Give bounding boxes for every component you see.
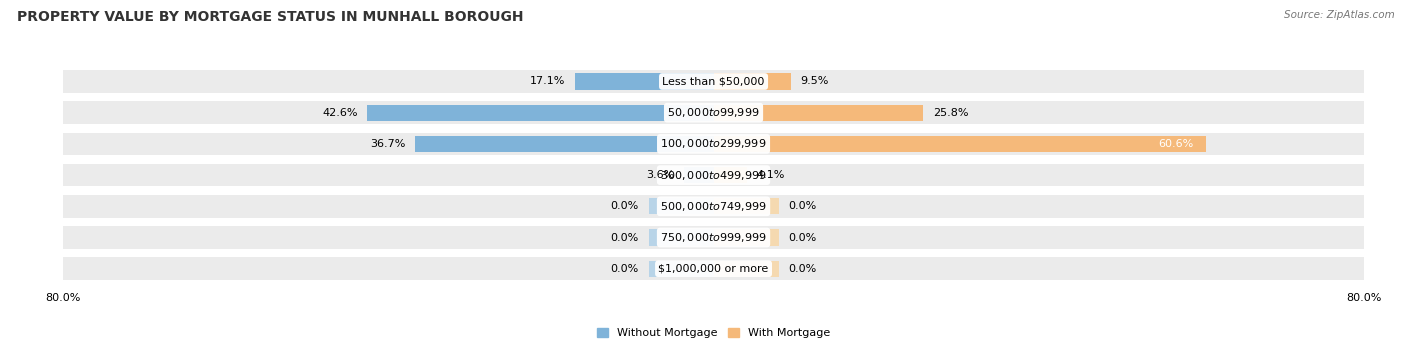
- Bar: [713, 105, 924, 121]
- Text: 0.0%: 0.0%: [610, 264, 638, 274]
- Text: $500,000 to $749,999: $500,000 to $749,999: [661, 200, 766, 213]
- Text: 0.0%: 0.0%: [789, 233, 817, 242]
- Bar: [575, 73, 713, 90]
- Text: $100,000 to $299,999: $100,000 to $299,999: [661, 137, 766, 150]
- Bar: [648, 230, 713, 245]
- Text: 9.5%: 9.5%: [800, 76, 830, 86]
- Text: 0.0%: 0.0%: [789, 201, 817, 211]
- Bar: [713, 198, 779, 215]
- Text: 17.1%: 17.1%: [530, 76, 565, 86]
- Legend: Without Mortgage, With Mortgage: Without Mortgage, With Mortgage: [592, 323, 835, 340]
- Bar: [63, 257, 1364, 280]
- Bar: [63, 226, 1364, 249]
- Bar: [63, 195, 1364, 218]
- Text: $300,000 to $499,999: $300,000 to $499,999: [661, 169, 766, 182]
- Bar: [713, 73, 790, 90]
- Text: 60.6%: 60.6%: [1159, 139, 1194, 149]
- Bar: [713, 230, 779, 245]
- Text: $750,000 to $999,999: $750,000 to $999,999: [661, 231, 766, 244]
- Bar: [648, 260, 713, 277]
- Text: 42.6%: 42.6%: [322, 108, 357, 118]
- Text: $1,000,000 or more: $1,000,000 or more: [658, 264, 769, 274]
- Text: Less than $50,000: Less than $50,000: [662, 76, 765, 86]
- Text: 3.6%: 3.6%: [647, 170, 675, 180]
- Text: 0.0%: 0.0%: [610, 201, 638, 211]
- Bar: [713, 167, 747, 183]
- Text: Source: ZipAtlas.com: Source: ZipAtlas.com: [1284, 10, 1395, 20]
- Text: PROPERTY VALUE BY MORTGAGE STATUS IN MUNHALL BOROUGH: PROPERTY VALUE BY MORTGAGE STATUS IN MUN…: [17, 10, 523, 24]
- Bar: [63, 70, 1364, 93]
- Text: 36.7%: 36.7%: [370, 139, 405, 149]
- Bar: [713, 260, 779, 277]
- Bar: [415, 136, 713, 152]
- Text: $50,000 to $99,999: $50,000 to $99,999: [668, 106, 759, 119]
- Text: 0.0%: 0.0%: [610, 233, 638, 242]
- Text: 4.1%: 4.1%: [756, 170, 785, 180]
- Bar: [648, 198, 713, 215]
- Bar: [63, 164, 1364, 186]
- Bar: [367, 105, 713, 121]
- Bar: [685, 167, 713, 183]
- Bar: [63, 101, 1364, 124]
- Bar: [713, 136, 1206, 152]
- Text: 25.8%: 25.8%: [934, 108, 969, 118]
- Bar: [63, 133, 1364, 155]
- Text: 0.0%: 0.0%: [789, 264, 817, 274]
